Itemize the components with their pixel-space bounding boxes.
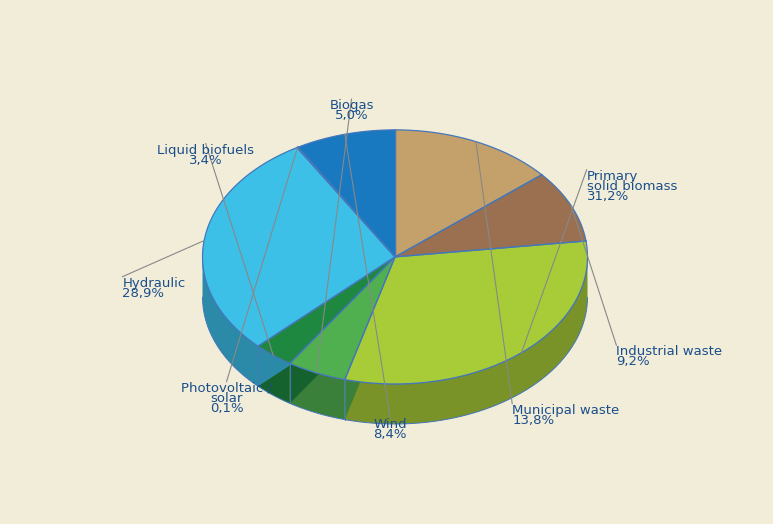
Polygon shape [298,130,395,257]
Text: 13,8%: 13,8% [512,414,554,427]
Text: Industrial waste: Industrial waste [616,345,723,358]
Text: 9,2%: 9,2% [616,355,650,368]
Text: Municipal waste: Municipal waste [512,404,619,417]
Text: 28,9%: 28,9% [122,287,165,300]
Text: Hydraulic: Hydraulic [122,277,186,290]
Polygon shape [258,257,395,386]
Polygon shape [395,130,542,257]
Text: 8,4%: 8,4% [373,428,407,441]
Text: 3,4%: 3,4% [189,154,223,167]
Polygon shape [345,257,395,420]
Text: solar: solar [210,391,243,405]
Polygon shape [345,241,587,384]
Polygon shape [345,257,395,420]
Text: Wind: Wind [373,418,407,431]
Text: Photovoltaic /: Photovoltaic / [181,381,272,395]
Polygon shape [345,258,587,424]
Text: 5,0%: 5,0% [335,109,368,122]
Polygon shape [203,257,258,386]
Polygon shape [258,257,395,363]
Polygon shape [258,346,290,403]
Polygon shape [290,257,395,403]
Polygon shape [203,148,395,346]
Text: Biogas: Biogas [329,99,374,112]
Polygon shape [258,257,395,386]
Polygon shape [290,257,395,379]
Polygon shape [290,363,345,420]
Polygon shape [290,257,395,403]
Text: 31,2%: 31,2% [587,190,629,203]
Text: Primary: Primary [587,170,638,183]
Polygon shape [395,174,586,257]
Polygon shape [297,147,395,257]
Text: 0,1%: 0,1% [209,402,243,414]
Text: solid biomass: solid biomass [587,180,677,193]
Text: Liquid biofuels: Liquid biofuels [157,144,254,157]
